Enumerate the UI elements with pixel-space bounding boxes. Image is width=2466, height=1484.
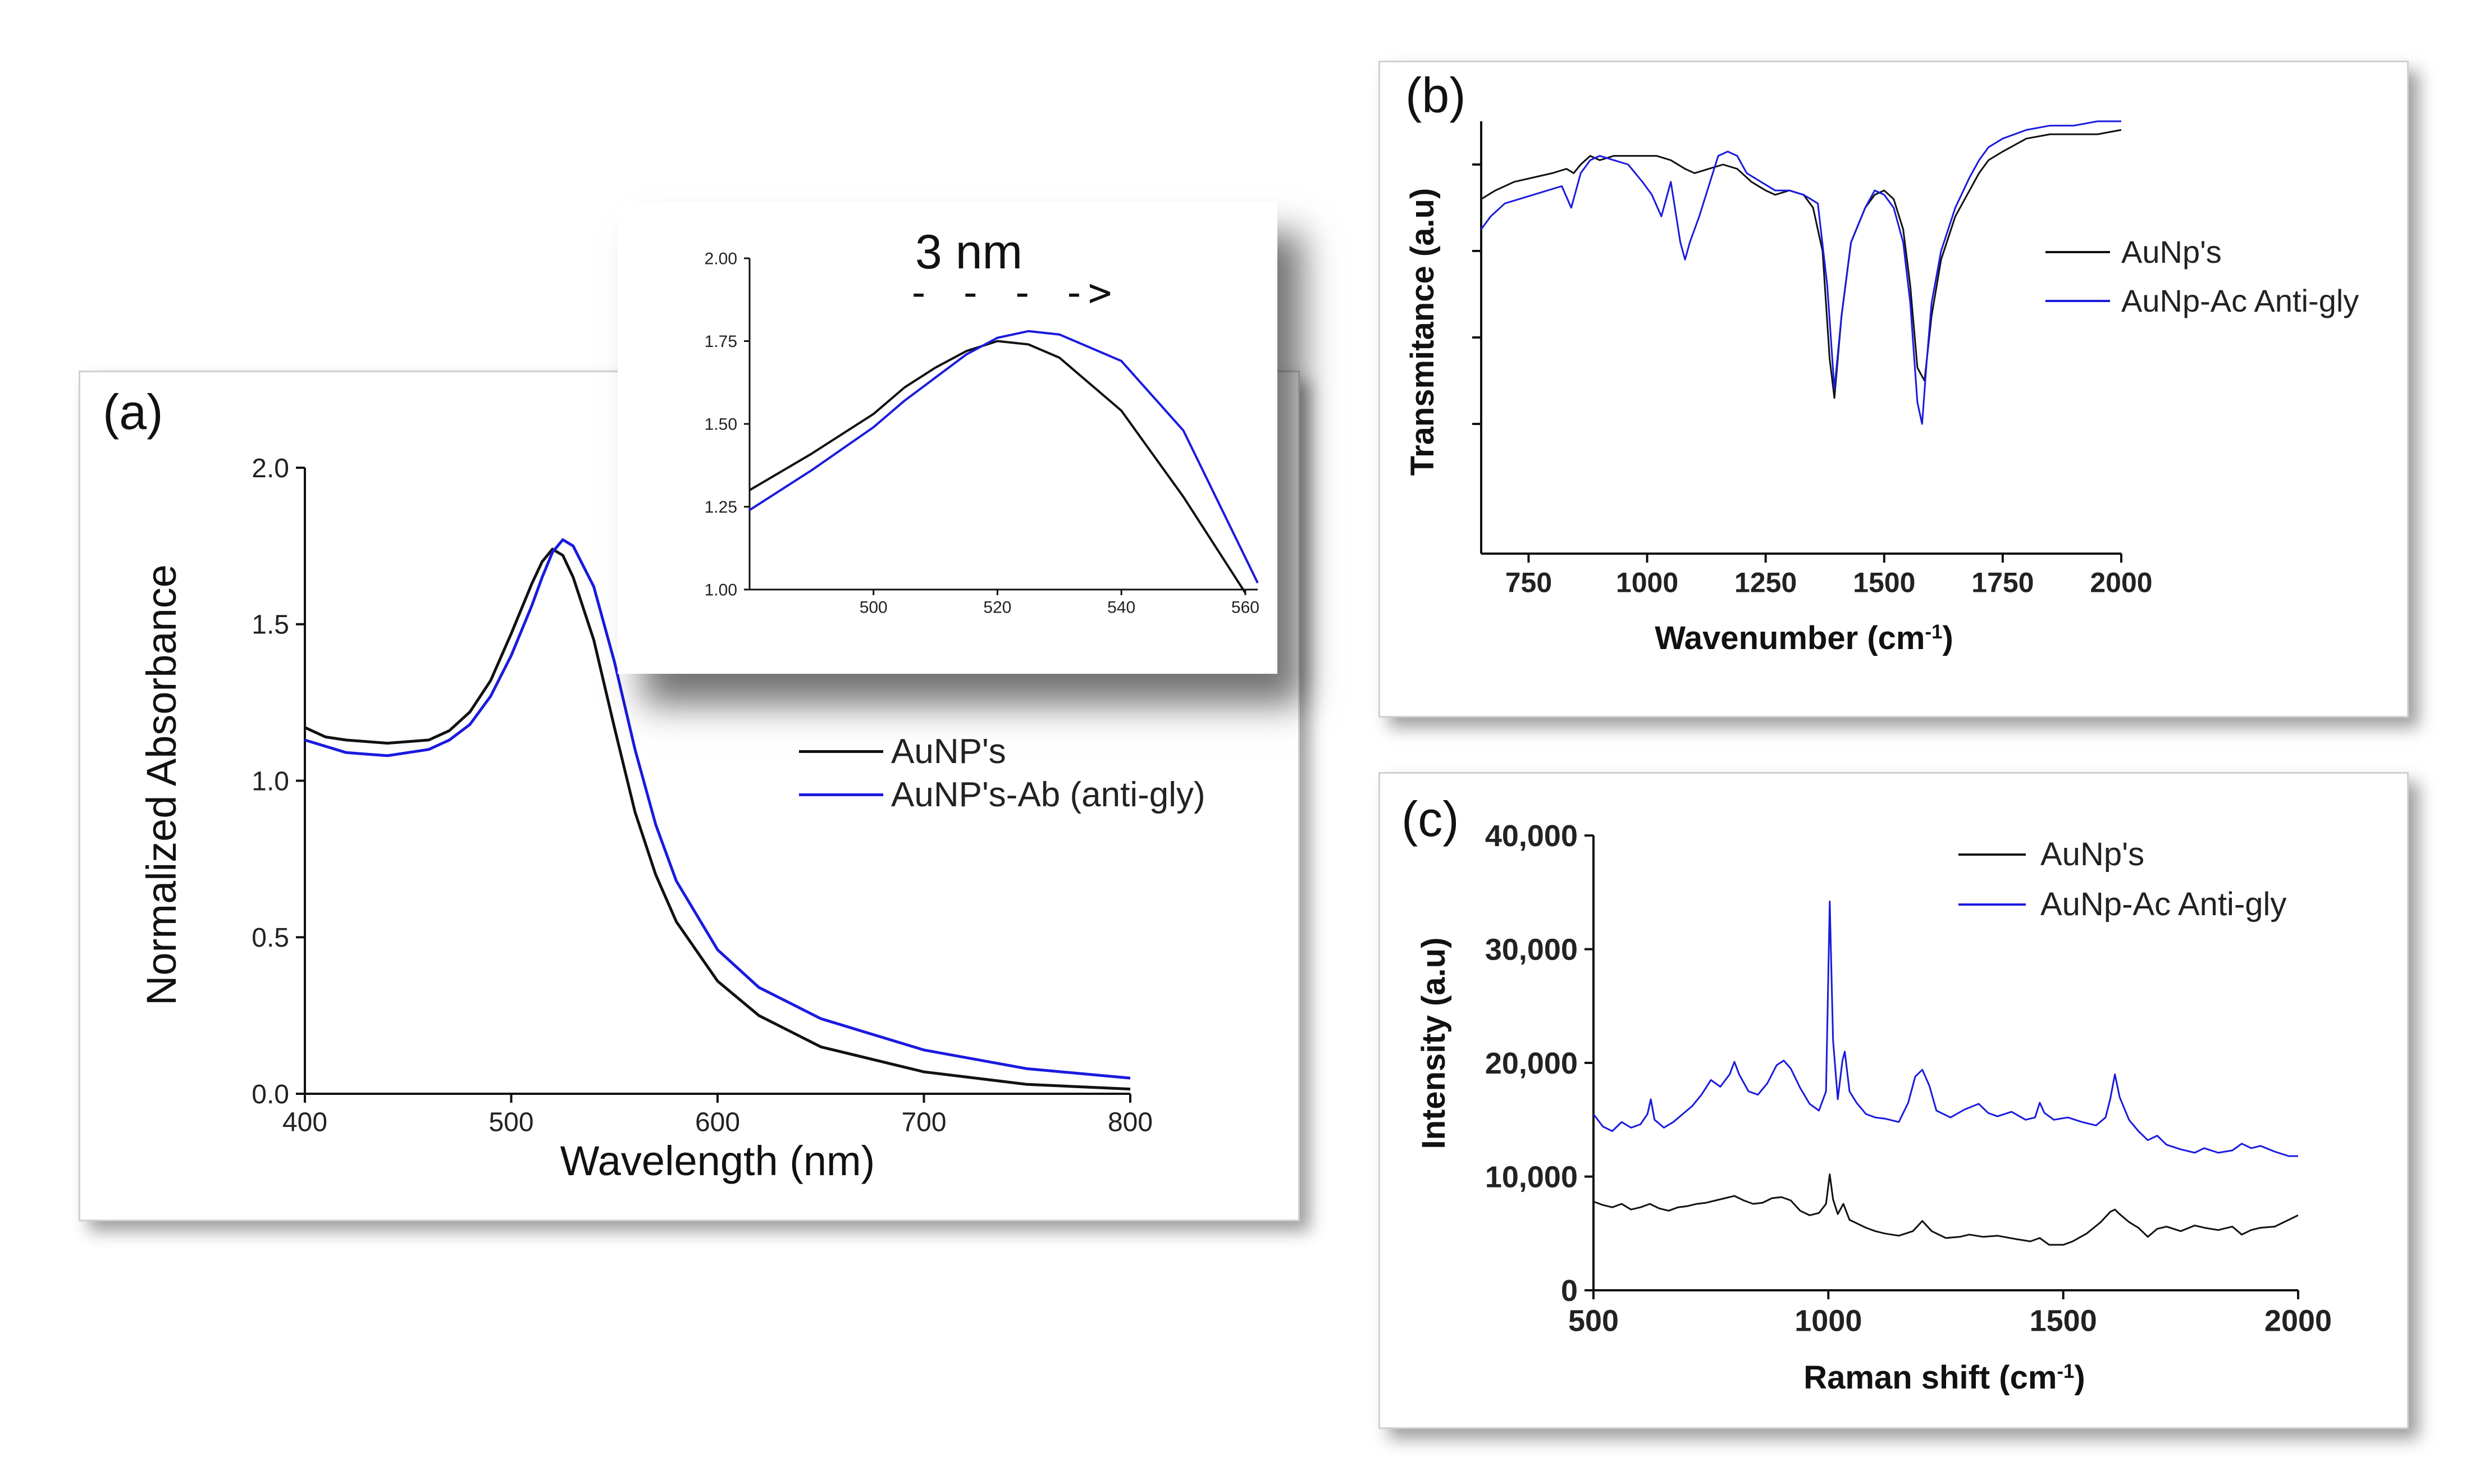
chart-inset: 500 520 540 560 1.00 1.25 1.50 1.75 2.00 (705, 250, 1259, 617)
inset-panel: 500 520 540 560 1.00 1.25 1.50 1.75 2.00 3 nm - … (618, 202, 1277, 674)
legend-item-aunp-ac-b: AuNp-Ac Anti-gly (2045, 282, 2359, 319)
x-tick-label-c: 1500 (2030, 1304, 2097, 1338)
x-tick-label-c: 1000 (1794, 1304, 1862, 1338)
panel-b: (b) 750 1000 1250 1500 1750 2000 Wavenumber (c… (1378, 61, 2409, 718)
legend-c: AuNp's AuNp-Ac Anti-gly (1958, 835, 2286, 923)
y-tick-label-c: 20,000 (1485, 1047, 1578, 1080)
legend-swatch-black (799, 750, 883, 753)
panel-b-letter: (b) (1405, 67, 1466, 123)
x-tick-label-a: 700 (901, 1107, 946, 1137)
y-tick-label-a-inset: 1.50 (705, 415, 737, 434)
x-tick-label-a: 800 (1108, 1107, 1153, 1137)
legend-item-aunps-c: AuNp's (1958, 835, 2286, 873)
x-tick-label-b: 2000 (2090, 567, 2152, 599)
x-tick-label-b: 750 (1505, 567, 1552, 599)
legend-label-aunp-ac-b: AuNp-Ac Anti-gly (2121, 283, 2359, 318)
legend-swatch-black-b (2045, 250, 2110, 253)
series-line-c-0 (1593, 1173, 2299, 1246)
inset-arrow: - - - -> (907, 270, 1115, 316)
x-tick-label-a-inset: 540 (1107, 599, 1135, 617)
y-tick-label-c: 0 (1561, 1274, 1578, 1308)
y-axis-label-b: Transmitance (a.u) (1404, 188, 1441, 476)
series-line-a-0 (304, 547, 1131, 1091)
y-tick-label-c: 40,000 (1485, 819, 1578, 853)
panel-c-letter: (c) (1401, 791, 1459, 847)
x-tick-label-a: 600 (695, 1107, 740, 1137)
x-tick-label-a: 500 (488, 1107, 533, 1137)
panel-c: (c) 500 1000 1500 2000 0 10,000 20,000 30,000 40… (1378, 772, 2409, 1429)
x-tick-label-b: 1750 (1971, 567, 2034, 599)
series-line-b-1 (1480, 120, 2121, 425)
series-line-a-inset-0 (748, 340, 1246, 593)
y-tick-label-c: 10,000 (1485, 1160, 1578, 1194)
x-axis-label-b: Wavenumber (cm-1) (1655, 620, 1953, 656)
series-line-a-1 (304, 538, 1131, 1080)
series-line-c-1 (1592, 901, 2298, 1157)
y-tick-label-a: 1.0 (252, 766, 289, 796)
chart-c: 500 1000 1500 2000 0 10,000 20,000 30,000 40,000… (1415, 819, 2332, 1396)
chart-b: 750 1000 1250 1500 1750 2000 Wavenumber (cm-1)… (1404, 120, 2153, 656)
y-tick-label-a-inset: 2.00 (705, 250, 737, 268)
x-tick-label-c: 500 (1568, 1304, 1619, 1338)
x-tick-label-a-inset: 560 (1231, 599, 1259, 617)
x-axis-label-a: Wavelength (nm) (560, 1138, 875, 1184)
y-axis-label-a: Normalized Absorbance (138, 564, 185, 1006)
y-tick-label-a-inset: 1.75 (705, 332, 737, 351)
y-tick-label-a-inset: 1.00 (705, 581, 737, 600)
legend-label-aunps-c: AuNp's (2040, 836, 2145, 873)
x-tick-label-b: 1000 (1616, 567, 1678, 599)
x-tick-label-a-inset: 520 (983, 599, 1011, 617)
x-tick-label-c: 2000 (2264, 1304, 2332, 1338)
legend-label-aunps-b: AuNp's (2121, 234, 2222, 270)
legend-a: AuNP's AuNP's-Ab (anti-gly) (799, 732, 1205, 815)
series-line-b-0 (1481, 129, 2122, 399)
panel-a-letter: (a) (103, 384, 163, 440)
y-axis-label-c: Intensity (a.u) (1415, 937, 1452, 1149)
legend-label-aunps: AuNP's (891, 732, 1006, 771)
x-axis-label-c: Raman shift (cm-1) (1803, 1359, 2085, 1396)
legend-item-aunp-ac-c: AuNp-Ac Anti-gly (1958, 885, 2286, 923)
legend-label-aunps-ab: AuNP's-Ab (anti-gly) (891, 775, 1205, 814)
legend-swatch-blue-c (1958, 903, 2026, 906)
legend-swatch-blue-b (2045, 299, 2110, 302)
y-tick-label-a: 1.5 (252, 610, 289, 640)
legend-swatch-black-c (1958, 853, 2026, 856)
series-line-a-inset-1 (748, 330, 1259, 584)
x-tick-label-a: 400 (282, 1107, 327, 1137)
x-tick-label-a-inset: 500 (860, 599, 888, 617)
chart-a: 400 500 600 700 800 0.0 0.5 1.0 1.5 2.0 Wavelength… (138, 454, 1153, 1184)
legend-label-aunp-ac-c: AuNp-Ac Anti-gly (2040, 886, 2287, 923)
y-tick-label-c: 30,000 (1485, 933, 1578, 966)
legend-b: AuNp's AuNp-Ac Anti-gly (2045, 234, 2359, 319)
legend-item-aunps-ab: AuNP's-Ab (anti-gly) (799, 775, 1205, 815)
x-tick-label-b: 1500 (1853, 567, 1915, 599)
y-tick-label-a: 0.0 (252, 1080, 289, 1109)
legend-item-aunps-b: AuNp's (2045, 234, 2359, 270)
y-tick-label-a: 0.5 (252, 923, 289, 953)
inset-annotation: 3 nm (915, 225, 1023, 279)
y-tick-label-a-inset: 1.25 (705, 498, 737, 517)
legend-swatch-blue (799, 793, 883, 796)
legend-item-aunps: AuNP's (799, 732, 1205, 771)
x-tick-label-b: 1250 (1734, 567, 1797, 599)
y-tick-label-a: 2.0 (252, 454, 289, 483)
